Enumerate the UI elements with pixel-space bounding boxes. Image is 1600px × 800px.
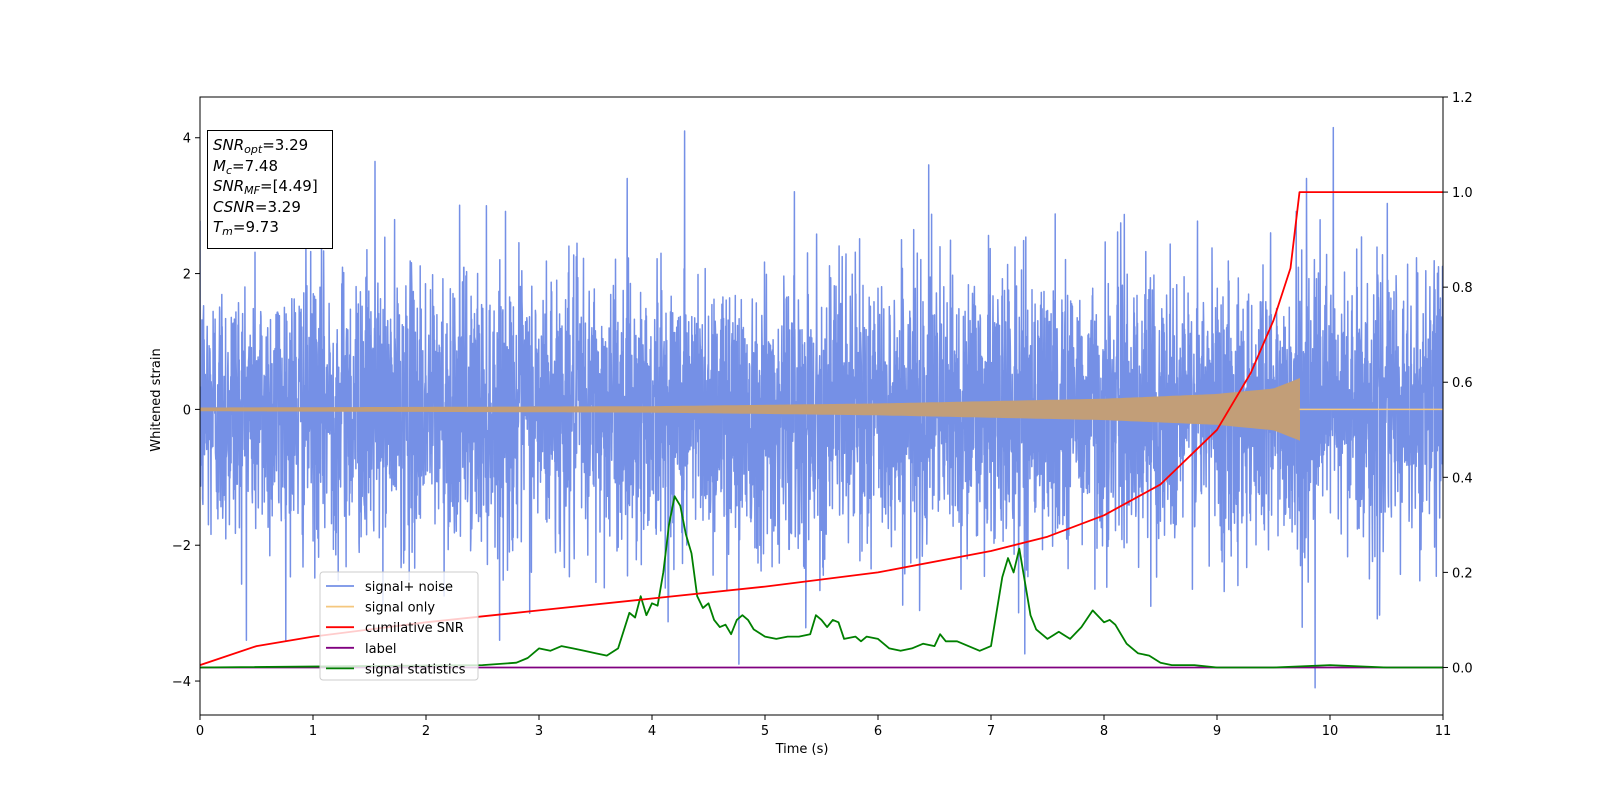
y2-tick-label: 1.0: [1452, 186, 1473, 201]
legend: signal+ noise signal only cumilative SNR la…: [319, 571, 479, 681]
x-tick-label: 1: [309, 724, 317, 739]
x-tick-label: 11: [1435, 724, 1452, 739]
y2-tick-label: 0.6: [1452, 376, 1473, 391]
x-tick-label: 2: [422, 724, 430, 739]
y2-tick-label: 0.2: [1452, 566, 1473, 581]
annotation-snr-mf: SNRMF=[4.49]: [213, 177, 318, 197]
x-tick-label: 6: [874, 724, 882, 739]
y-axis-label: Whitened strain: [149, 348, 164, 451]
x-tick-label: 5: [761, 724, 769, 739]
legend-label: label: [365, 642, 396, 657]
y-tick-label: 4: [183, 132, 191, 147]
series-signal-statistics: [200, 495, 1443, 669]
legend-label: signal+ noise: [365, 580, 453, 595]
x-tick-label: 3: [535, 724, 543, 739]
annotation-mc: Mc=7.48: [213, 156, 278, 177]
x-tick-label: 7: [987, 724, 995, 739]
y2-tick-label: 0.4: [1452, 471, 1473, 486]
series-signal-noise: [200, 126, 1443, 689]
x-tick-label: 8: [1100, 724, 1108, 739]
x-axis-label: Time (s): [775, 742, 829, 757]
legend-box: [319, 571, 479, 681]
x-tick-label: 4: [648, 724, 656, 739]
annotation-tm: Tm=9.73: [213, 218, 279, 238]
legend-label: signal statistics: [365, 662, 466, 677]
y-tick-label: −2: [172, 539, 191, 554]
y2-tick-label: 0.8: [1452, 281, 1473, 296]
y-tick-label: 0: [183, 403, 191, 418]
axes-frame: [199, 96, 1444, 716]
y2-tick-label: 0.0: [1452, 661, 1473, 676]
series-signal-only: [200, 378, 1300, 441]
annotation-csnr: CSNR=3.29: [213, 197, 301, 216]
x-tick-label: 0: [196, 724, 204, 739]
legend-label: cumilative SNR: [365, 621, 464, 636]
y-tick-label: 2: [183, 268, 191, 283]
x-tick-label: 10: [1322, 724, 1339, 739]
y-tick-label: −4: [172, 675, 191, 690]
x-tick-label: 9: [1213, 724, 1221, 739]
legend-label: signal only: [365, 601, 435, 616]
y2-tick-label: 1.2: [1452, 91, 1473, 106]
stats-annotation-box: SNRopt=3.29 Mc=7.48 SNRMF=[4.49] CSNR=3.…: [207, 130, 333, 249]
annotation-snr-opt: SNRopt=3.29: [213, 136, 309, 156]
